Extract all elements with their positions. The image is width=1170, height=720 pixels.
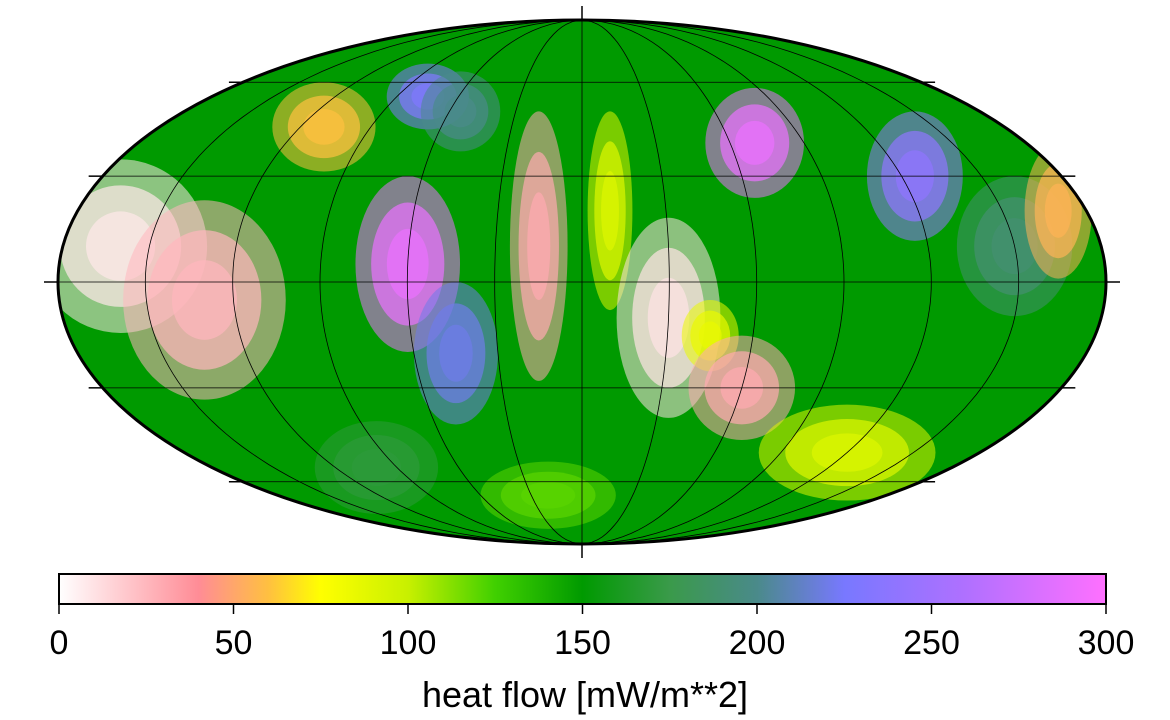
colorbar-tick-label: 150 bbox=[554, 624, 611, 662]
field-blob-18 bbox=[351, 448, 402, 487]
field-blob-4 bbox=[444, 95, 477, 128]
colorbar-title: heat flow [mW/m**2] bbox=[421, 674, 749, 715]
colorbar-tick-label: 0 bbox=[50, 624, 69, 662]
colorbar: 0 50 100 150 200 250 300 bbox=[50, 573, 1135, 662]
colorbar-tick-label: 300 bbox=[1078, 624, 1135, 662]
colorbar-ticks: 0 50 100 150 200 250 300 bbox=[50, 604, 1135, 662]
colorbar-tick-label: 250 bbox=[903, 624, 960, 662]
field-blob-11 bbox=[734, 120, 775, 165]
map-panel bbox=[44, 6, 1120, 558]
field-blob-8 bbox=[601, 170, 619, 251]
field-blob-16 bbox=[1044, 183, 1072, 238]
colorbar-tick-label: 200 bbox=[729, 624, 786, 662]
colorbar-gradient bbox=[58, 573, 1107, 605]
frame-ticks bbox=[44, 6, 1120, 558]
graticule bbox=[58, 20, 1106, 544]
field-blob-7 bbox=[527, 192, 551, 301]
field-blob-2 bbox=[303, 109, 345, 145]
colorbar-tick-label: 50 bbox=[215, 624, 253, 662]
field-blob-17 bbox=[521, 481, 576, 509]
colorbar-tick-label: 100 bbox=[380, 624, 437, 662]
field-blob-6 bbox=[439, 324, 473, 382]
mollweide-map bbox=[44, 6, 1120, 558]
field-blob-1 bbox=[171, 260, 237, 340]
